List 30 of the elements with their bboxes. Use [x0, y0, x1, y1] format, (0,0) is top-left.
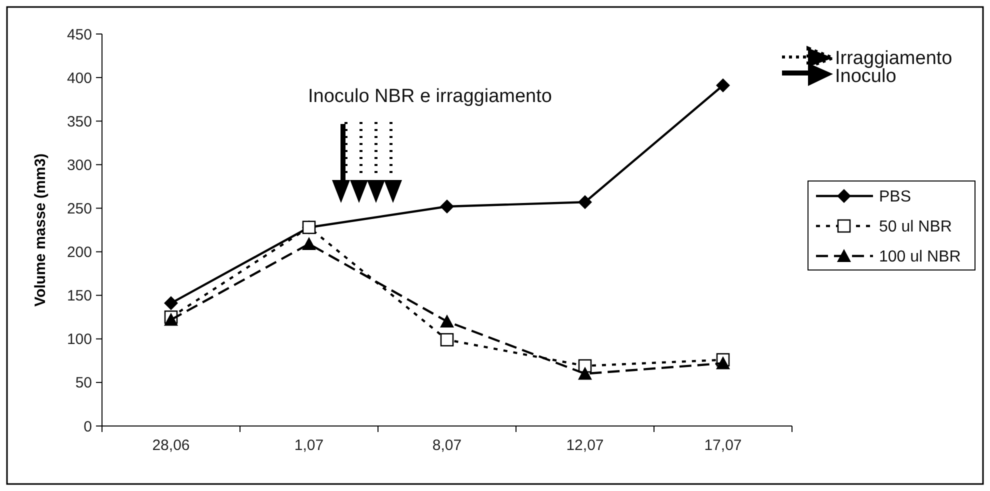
- y-tick-label: 350: [66, 113, 92, 130]
- x-tick-label: 8,07: [432, 437, 462, 454]
- y-tick-label: 450: [66, 26, 92, 44]
- x-tick-label: 12,07: [566, 437, 604, 454]
- point: [578, 195, 592, 210]
- point: [164, 296, 178, 310]
- x-tick-label: 17,07: [704, 437, 742, 454]
- y-tick-label: 0: [84, 418, 92, 436]
- y-tick-label: 400: [66, 70, 92, 87]
- point: [164, 312, 178, 326]
- point: [440, 314, 454, 328]
- point: [716, 78, 730, 92]
- text: Irraggiamento: [835, 48, 952, 69]
- x-tick-label: 28,06: [152, 437, 190, 454]
- point: [302, 236, 316, 250]
- point: [578, 366, 592, 380]
- point: [440, 199, 454, 214]
- legend-label: 100 ul NBR: [879, 248, 961, 266]
- y-tick-label: 150: [66, 288, 92, 305]
- legend-label: PBS: [879, 188, 912, 206]
- y-tick-label: 200: [66, 244, 92, 262]
- y-tick-label: 100: [66, 331, 92, 348]
- y-tick-label: 250: [66, 200, 92, 218]
- y-axis-title: Volume masse (mm3): [32, 153, 49, 307]
- point: [716, 356, 730, 370]
- annotation: Inoculo NBR e irraggiamento: [308, 86, 552, 107]
- y-tick-label: 50: [75, 374, 92, 392]
- y-tick-label: 300: [66, 156, 92, 174]
- legend-label: 50 ul NBR: [879, 218, 952, 236]
- x-tick-label: 1,07: [294, 437, 324, 454]
